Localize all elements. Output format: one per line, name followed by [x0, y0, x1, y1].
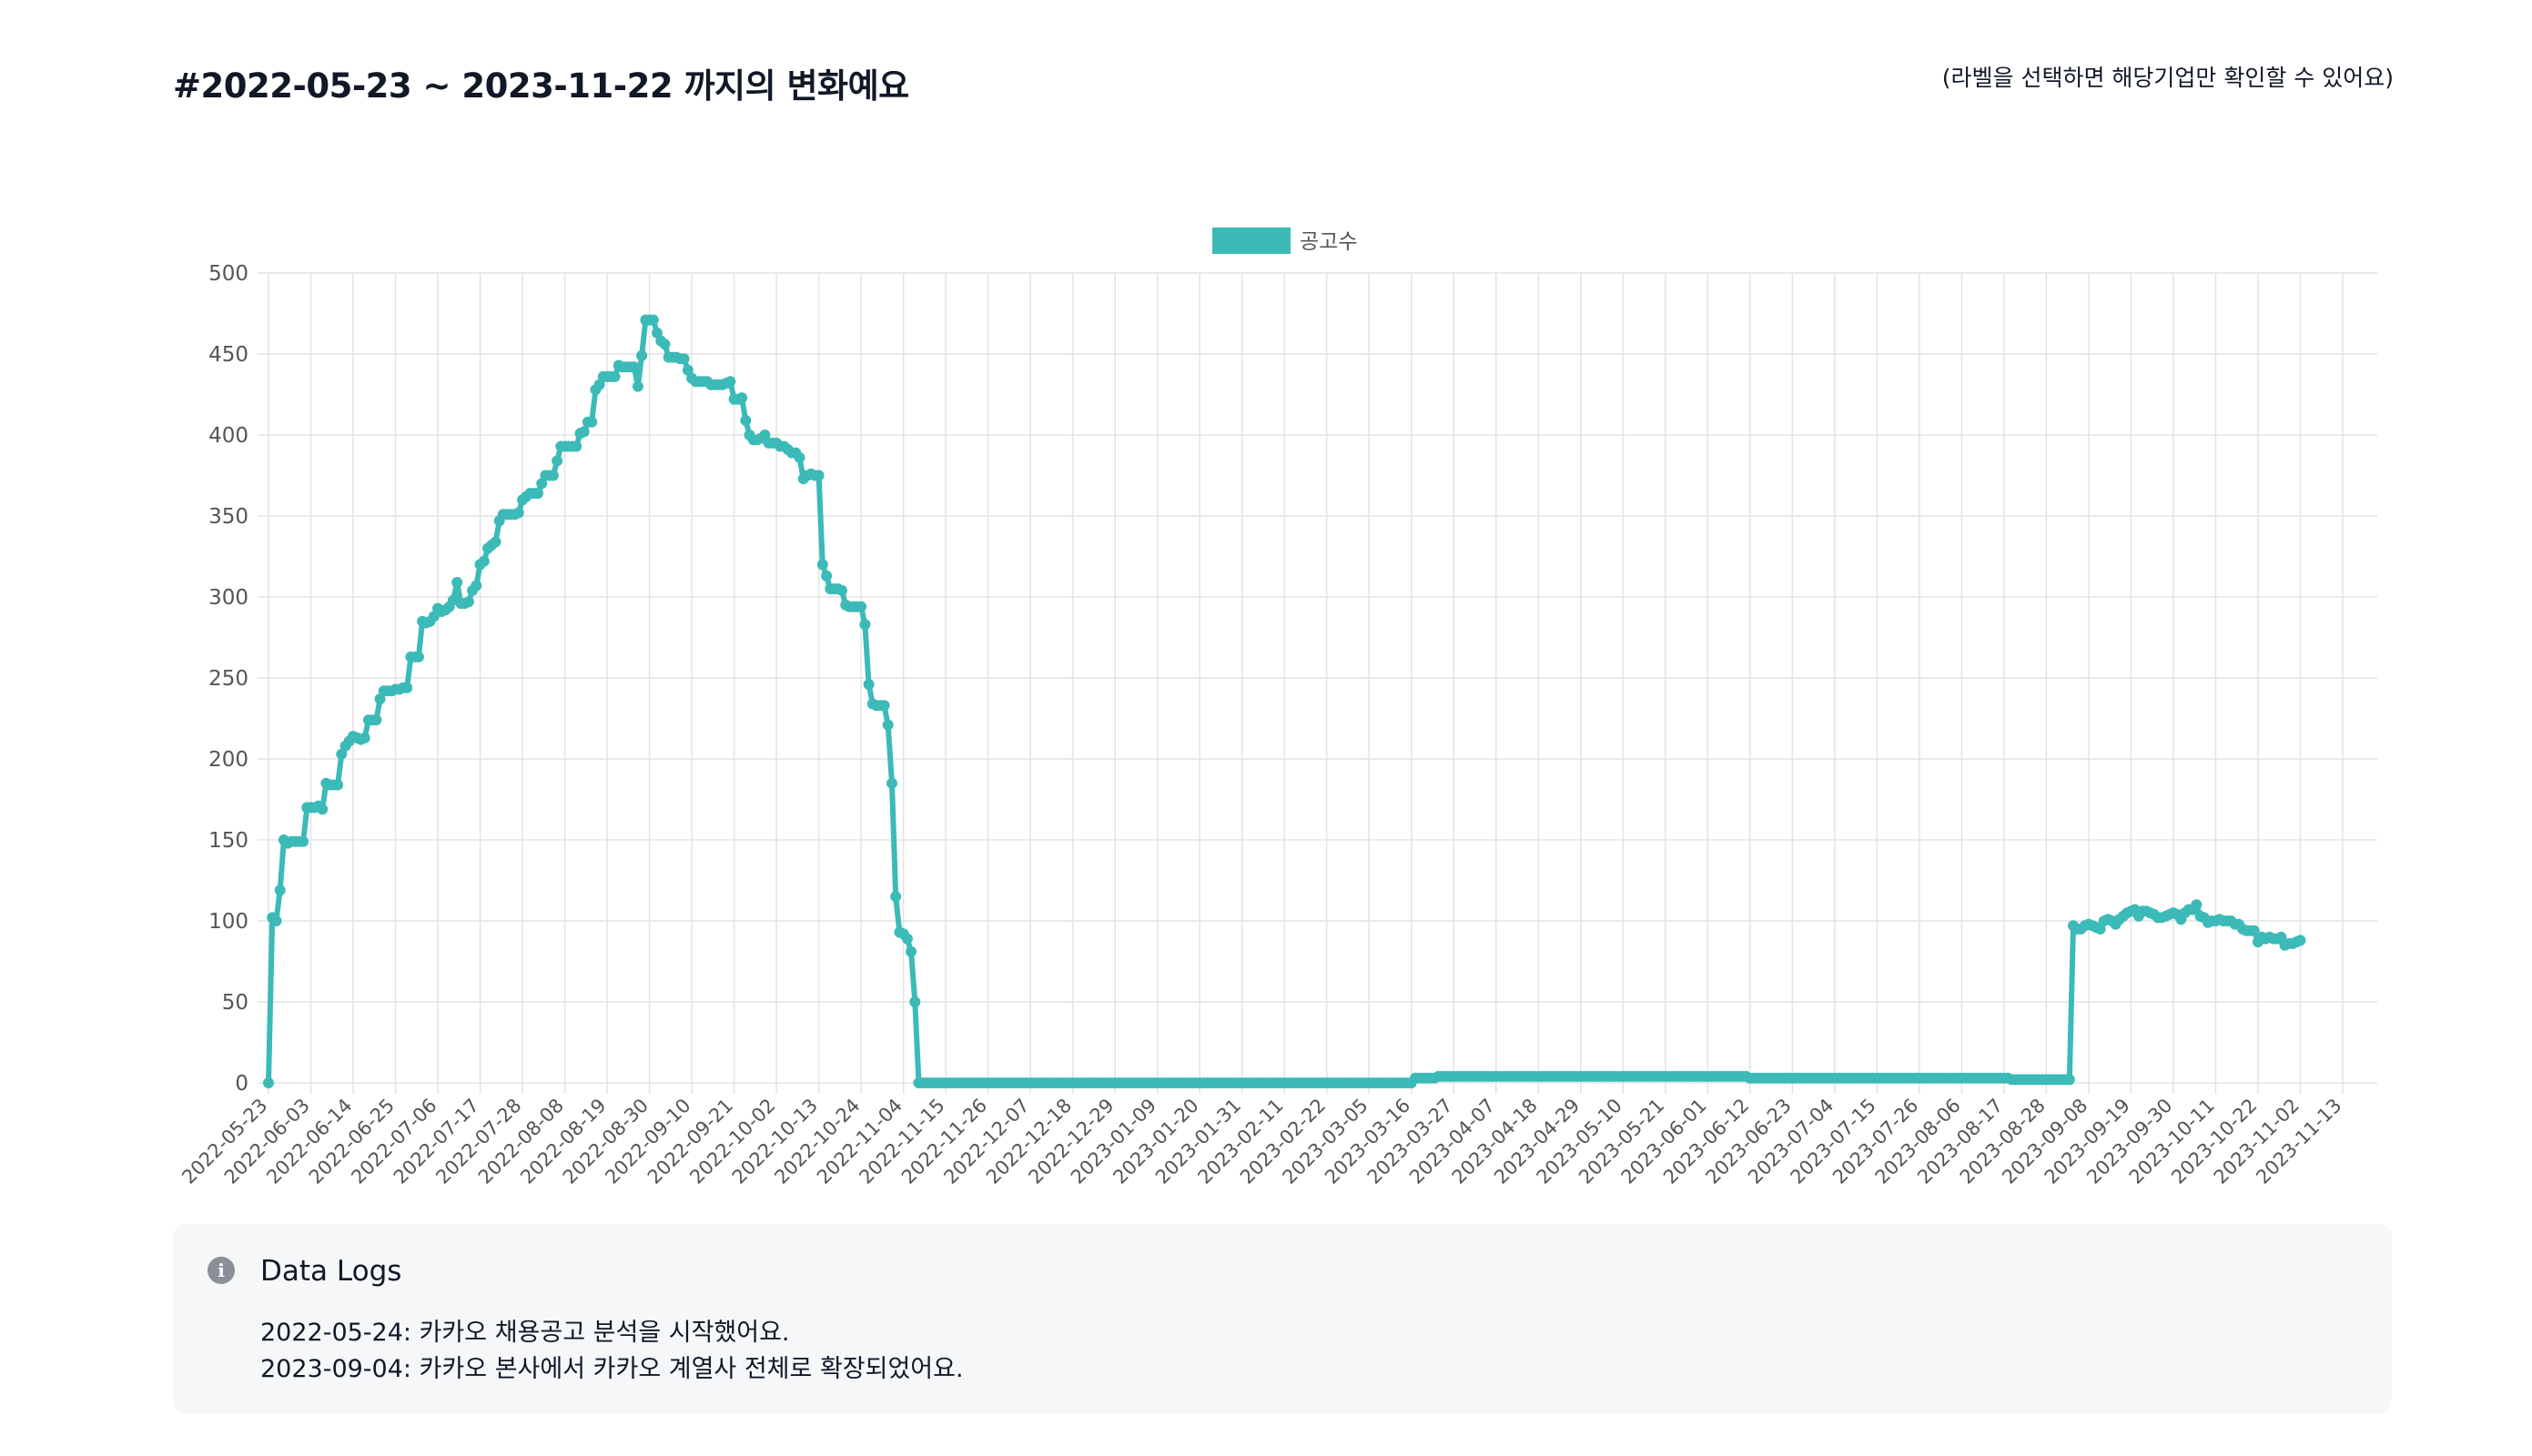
y-tick-label: 100 [208, 910, 248, 934]
data-point [428, 611, 440, 622]
data-point [359, 732, 370, 743]
data-point [2191, 899, 2203, 911]
data-point [724, 376, 736, 388]
y-tick-label: 400 [208, 424, 248, 448]
data-point [336, 748, 348, 760]
series-points [263, 314, 2306, 1088]
log-entry: 2022-05-24: 카카오 채용공고 분석을 시작했어요. [260, 1319, 790, 1347]
data-point [490, 536, 501, 548]
data-point [901, 933, 913, 945]
y-tick-label: 0 [235, 1072, 248, 1096]
info-icon: i [208, 1257, 235, 1284]
data-point [821, 570, 833, 581]
data-point [2275, 931, 2287, 943]
data-point [652, 327, 663, 339]
y-tick-label: 150 [208, 829, 248, 853]
data-point [374, 693, 386, 705]
data-point [647, 314, 659, 326]
data-logs-list: 2022-05-24: 카카오 채용공고 분석을 시작했어요. 2023-09-… [260, 1315, 964, 1388]
data-point [886, 777, 897, 789]
data-point [332, 779, 344, 791]
data-point [863, 679, 875, 691]
legend-hint-text: (라벨을 선택하면 해당기업만 확인할 수 있어요) [1941, 65, 2394, 91]
data-point [836, 584, 847, 596]
data-point [2063, 1074, 2075, 1086]
data-point [816, 559, 828, 571]
data-point [270, 915, 282, 926]
data-point [2248, 925, 2260, 936]
grid-lines [258, 272, 2377, 1094]
data-point [878, 700, 890, 712]
data-point [370, 714, 382, 726]
log-entry: 2023-09-04: 카카오 본사에서 카카오 계열사 전체로 확장되었어요. [260, 1355, 964, 1383]
data-point [471, 580, 482, 592]
data-point [609, 370, 621, 382]
y-tick-label: 300 [208, 586, 248, 610]
data-point [478, 555, 490, 567]
legend-label: 공고수 [1300, 230, 1357, 254]
data-point [678, 353, 690, 365]
y-tick-label: 350 [208, 505, 248, 529]
data-point [2094, 923, 2106, 935]
data-point [298, 835, 309, 847]
data-point [890, 891, 902, 903]
data-point [882, 719, 894, 731]
data-point [906, 945, 917, 957]
data-point [736, 392, 748, 404]
y-tick-label: 450 [208, 343, 248, 367]
y-tick-label: 500 [208, 262, 248, 286]
data-point [628, 361, 640, 373]
data-point [317, 804, 329, 815]
data-point [759, 430, 771, 440]
data-point [532, 488, 543, 500]
data-point [547, 470, 559, 481]
data-point [571, 440, 582, 452]
data-point [586, 416, 598, 428]
data-point [401, 682, 413, 693]
data-point [859, 619, 871, 631]
page-title: #2022-05-23 ~ 2023-11-22 까지의 변화예요 [173, 66, 909, 106]
chart-legend: 공고수 [1212, 228, 1357, 254]
data-point [552, 455, 563, 467]
data-point [682, 364, 694, 376]
data-point [794, 451, 805, 463]
data-point [274, 885, 286, 896]
data-point [263, 1077, 274, 1088]
data-point [856, 601, 867, 612]
data-point [2294, 935, 2306, 946]
y-tick-label: 200 [208, 748, 248, 772]
data-point [512, 507, 524, 519]
data-point [636, 349, 648, 361]
data-point [578, 426, 590, 438]
data-point [909, 996, 921, 1007]
data-point [412, 651, 424, 662]
data-point [451, 577, 463, 588]
line-chart: 0501001502002503003504004505002022-05-23… [177, 228, 2377, 1188]
y-tick-label: 50 [222, 991, 248, 1015]
data-logs-title: Data Logs [260, 1255, 402, 1288]
legend-swatch [1212, 228, 1291, 254]
data-point [813, 470, 825, 481]
y-tick-label: 250 [208, 667, 248, 691]
data-point [536, 478, 548, 490]
data-logs-panel: i Data Logs 2022-05-24: 카카오 채용공고 분석을 시작했… [173, 1224, 2392, 1413]
data-point [462, 596, 474, 608]
data-point [632, 380, 643, 392]
data-point [659, 339, 671, 350]
data-point [740, 415, 752, 426]
data-point [593, 379, 605, 390]
